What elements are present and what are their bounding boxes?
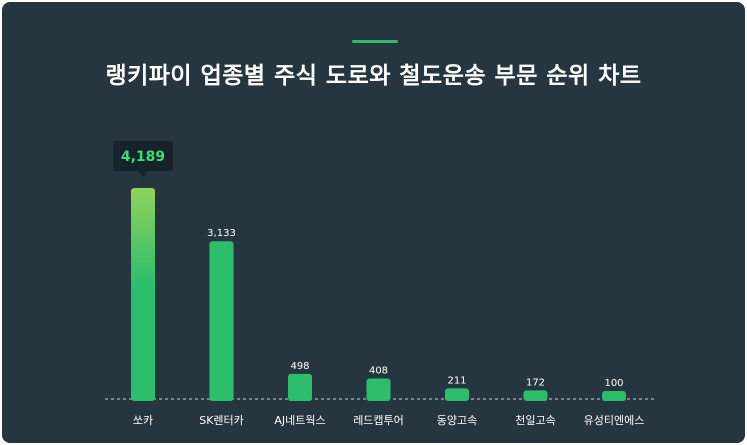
tooltip-pointer (138, 171, 148, 177)
x-axis-label: 레드캡투어 (353, 414, 404, 427)
bar-value-label: 408 (369, 365, 388, 376)
title-accent-line (352, 40, 398, 43)
bar-value-label: 498 (290, 361, 309, 372)
bar-value-label: 3,133 (207, 228, 236, 239)
x-axis-label: 쏘카 (133, 414, 153, 427)
bar-value-label: 211 (447, 375, 466, 386)
x-axis-label: AJ네트웍스 (274, 414, 325, 427)
bar (366, 378, 391, 401)
x-axis-label: SK렌터카 (199, 414, 244, 427)
bar-value-label: 172 (526, 377, 545, 388)
bar-value-label: 100 (604, 378, 623, 389)
bar (445, 388, 469, 401)
value-tooltip (113, 141, 173, 171)
x-axis-label: 유성티엔에스 (584, 414, 645, 427)
chart-title: 랭키파이 업종별 주식 도로와 철도운송 부문 순위 차트 (105, 63, 642, 89)
bar-value-label: 4,189 (121, 149, 165, 165)
x-axis-label: 천일고속 (515, 413, 555, 427)
bar (209, 241, 234, 401)
bar (523, 390, 548, 401)
bar (288, 373, 312, 401)
bar (602, 391, 626, 401)
x-axis-label: 동양고속 (437, 414, 477, 427)
bar (131, 188, 155, 401)
